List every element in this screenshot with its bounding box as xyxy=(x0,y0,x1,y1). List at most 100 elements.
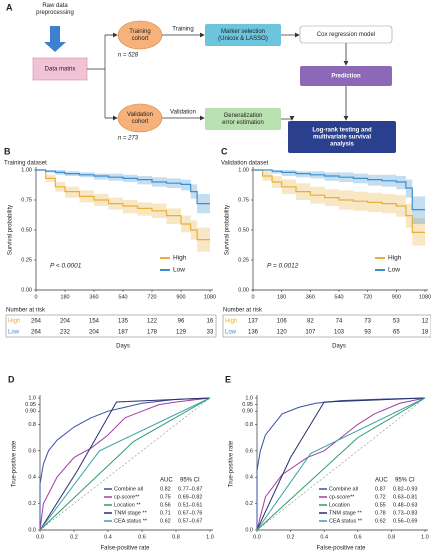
panel-label: B xyxy=(4,146,11,156)
roc-curve xyxy=(39,397,211,531)
edge-label: Training xyxy=(172,27,193,33)
node-label: Prediction xyxy=(331,74,361,80)
node-label: analysis xyxy=(330,142,354,148)
x-tick-label: 900 xyxy=(176,294,185,300)
risk-count: 129 xyxy=(176,330,187,336)
y-tick-label: 0.50 xyxy=(21,227,32,233)
legend-label: TNM stage ** xyxy=(114,510,148,516)
risk-count: 136 xyxy=(248,330,259,336)
down-arrow xyxy=(44,26,66,52)
risk-count: 135 xyxy=(118,319,129,325)
legend-ci: 0.63–0.81 xyxy=(393,494,417,500)
ci-band xyxy=(253,170,425,224)
y-axis-label: Survival probability xyxy=(8,205,14,255)
y-tick-label: 0.6 xyxy=(28,448,36,454)
y-tick-label: 0.90 xyxy=(25,409,36,415)
legend-header: AUC xyxy=(375,478,388,484)
legend-auc: 0.72 xyxy=(375,494,386,500)
legend-ci: 0.57–0.67 xyxy=(178,518,202,524)
node-note: n = 273 xyxy=(118,136,139,142)
y-tick-label: 0.75 xyxy=(238,197,249,203)
risk-count: 264 xyxy=(31,330,42,336)
roc-curve xyxy=(39,397,211,531)
roc-curve xyxy=(256,397,426,530)
y-tick-label: 0.00 xyxy=(238,287,249,293)
risk-row-label: High xyxy=(8,319,20,325)
risk-count: 122 xyxy=(147,319,158,325)
risk-count: 137 xyxy=(248,319,259,325)
x-tick-label: 1.0 xyxy=(421,534,429,540)
legend-ci: 0.51–0.61 xyxy=(178,502,202,508)
x-tick-label: 0.4 xyxy=(104,534,112,540)
subtitle: Validation dataset xyxy=(221,161,269,167)
y-tick-label: 0.75 xyxy=(21,197,32,203)
y-tick-label: 1.0 xyxy=(28,395,36,401)
risk-count: 96 xyxy=(178,319,185,325)
x-tick-label: 0 xyxy=(251,294,254,300)
risk-count: 12 xyxy=(422,319,429,325)
risk-count: 107 xyxy=(305,330,316,336)
y-tick-label: 0.0 xyxy=(245,527,253,533)
legend-ci: 0.69–0.82 xyxy=(178,494,202,500)
y-tick-label: 0.0 xyxy=(28,527,36,533)
annotation: P = 0.0012 xyxy=(267,263,299,270)
risk-count: 154 xyxy=(89,319,100,325)
risk-count: 18 xyxy=(422,330,429,336)
legend-auc: 0.87 xyxy=(375,486,386,492)
x-tick-label: 360 xyxy=(306,294,315,300)
x-tick-label: 0.8 xyxy=(172,534,180,540)
y-tick-label: 0.6 xyxy=(245,448,253,454)
survival-curve xyxy=(253,169,425,233)
logrank-box xyxy=(288,121,396,153)
survival-curve xyxy=(36,169,210,205)
risk-count: 53 xyxy=(393,319,400,325)
risk-count: 65 xyxy=(393,330,400,336)
node-label: multivariate survival xyxy=(313,135,371,141)
x-axis-label: False-positive rate xyxy=(316,546,366,552)
risk-count: 93 xyxy=(364,330,371,336)
arrow xyxy=(281,116,295,121)
x-tick-label: 0.0 xyxy=(36,534,44,540)
risk-count: 106 xyxy=(277,319,288,325)
legend-label: CEA status ** xyxy=(329,518,363,524)
node-label: Validation xyxy=(127,112,153,118)
risk-count: 232 xyxy=(60,330,71,336)
y-tick-label: 0.25 xyxy=(21,257,32,263)
prediction-box xyxy=(300,66,392,86)
roc-curve xyxy=(256,397,426,531)
y-tick-label: 0.95 xyxy=(242,402,253,408)
y-tick-label: 0.4 xyxy=(28,475,36,481)
node-label: Raw data xyxy=(42,3,68,9)
risk-count: 187 xyxy=(118,330,129,336)
edge-label: Validation xyxy=(170,110,196,116)
legend-label: High xyxy=(388,255,402,262)
x-tick-label: 0.8 xyxy=(388,534,396,540)
legend-label: Combine all xyxy=(329,486,358,492)
y-axis-label: Survival probability xyxy=(225,205,231,255)
x-axis-label: Days xyxy=(116,344,130,350)
legend-ci: 0.48–0.63 xyxy=(393,502,417,508)
roc-curve xyxy=(256,397,426,531)
legend-header: 95% CI xyxy=(395,478,415,484)
risk-row-label: Low xyxy=(8,330,20,336)
generalization-box xyxy=(205,108,281,130)
legend-label: cp-score** xyxy=(329,494,355,500)
y-tick-label: 1.00 xyxy=(21,167,32,173)
y-tick-label: 0.4 xyxy=(245,475,253,481)
risk-count: 120 xyxy=(277,330,288,336)
node-note: n = 528 xyxy=(118,53,139,59)
node-label: cohort xyxy=(132,119,149,125)
node-label: Marker selection xyxy=(221,29,265,35)
survival-curve xyxy=(253,169,425,211)
legend-auc: 0.78 xyxy=(375,510,386,516)
legend-label: TNM stage ** xyxy=(329,510,363,516)
panel-label: C xyxy=(221,146,228,156)
y-tick-label: 1.0 xyxy=(245,395,253,401)
legend-ci: 0.77–0.87 xyxy=(178,486,202,492)
node-label: (Unicox & LASSO) xyxy=(218,36,268,42)
legend-ci: 0.82–0.93 xyxy=(393,486,417,492)
risk-box xyxy=(5,314,217,338)
risk-count: 73 xyxy=(364,319,371,325)
y-tick-label: 0.50 xyxy=(238,227,249,233)
